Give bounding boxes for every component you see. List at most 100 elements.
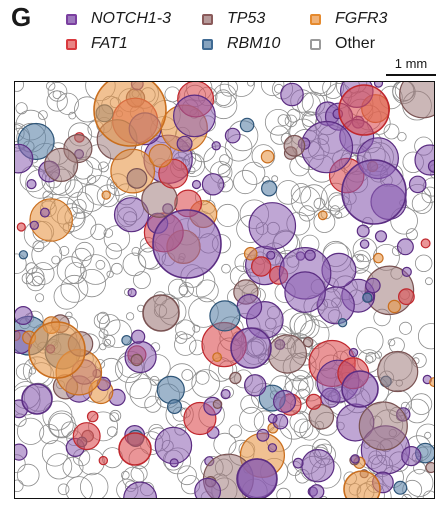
legend: NOTCH1-3 TP53 FGFR3 FAT1 RBM10 Other xyxy=(66,10,446,58)
clone-tp53 xyxy=(425,461,434,474)
clone-other xyxy=(56,256,85,285)
clone-other xyxy=(276,487,291,498)
clone-other xyxy=(98,161,109,173)
clone-other xyxy=(15,253,27,274)
clone-notch xyxy=(15,143,34,174)
clone-notch-large xyxy=(230,327,272,369)
clone-other xyxy=(59,245,70,256)
clone-notch xyxy=(267,443,278,453)
clone-other xyxy=(418,323,434,350)
legend-label-fgfr3: FGFR3 xyxy=(335,10,388,27)
clone-rbm10 xyxy=(239,117,255,133)
clone-notch xyxy=(248,202,297,250)
clone-other xyxy=(270,125,290,145)
clone-map-svg xyxy=(15,82,434,498)
clone-fgfr3 xyxy=(317,210,328,221)
clone-other xyxy=(320,496,328,498)
clone-other xyxy=(15,363,33,380)
clone-other xyxy=(65,311,73,319)
clone-other xyxy=(292,375,309,392)
clone-other xyxy=(64,179,84,198)
clone-other xyxy=(388,337,405,354)
legend-label-tp53: TP53 xyxy=(227,10,266,27)
clone-fat1 xyxy=(86,410,99,423)
clone-notch-large xyxy=(152,209,222,279)
clone-other xyxy=(290,183,312,204)
clone-notch xyxy=(401,446,422,467)
clone-other xyxy=(195,370,210,385)
clone-notch xyxy=(309,484,325,498)
clone-other xyxy=(191,369,221,398)
legend-label-fat1: FAT1 xyxy=(91,35,128,52)
clone-notch-large xyxy=(21,383,53,415)
clone-rbm10 xyxy=(337,317,348,328)
clone-other xyxy=(275,180,301,205)
clone-other xyxy=(192,324,201,333)
clone-fgfr3-large xyxy=(343,470,381,498)
clone-rbm10 xyxy=(362,292,373,303)
clone-other xyxy=(126,312,135,321)
clone-other xyxy=(107,426,118,438)
clone-notch xyxy=(348,347,359,358)
clone-tp53 xyxy=(399,82,434,119)
clone-notch xyxy=(224,127,241,144)
clone-notch xyxy=(29,220,39,230)
legend-item-rbm10: RBM10 xyxy=(202,35,280,53)
legend-label-notch: NOTCH1-3 xyxy=(91,10,172,27)
clone-notch xyxy=(236,293,263,320)
clone-fat1 xyxy=(72,422,101,451)
clone-notch xyxy=(123,481,158,498)
clone-other xyxy=(93,312,110,329)
clone-tp53 xyxy=(377,350,419,393)
clone-notch xyxy=(284,271,326,313)
clone-notch xyxy=(113,197,150,233)
clone-notch xyxy=(127,288,137,298)
clone-other xyxy=(95,259,106,270)
clone-other xyxy=(125,372,152,400)
clone-other xyxy=(32,240,45,253)
clone-notch-large xyxy=(341,370,379,408)
clone-other xyxy=(102,334,116,348)
clone-fgfr3 xyxy=(148,143,173,168)
clone-notch xyxy=(408,175,427,194)
clone-other xyxy=(26,271,46,292)
clone-other xyxy=(289,312,313,336)
clone-notch xyxy=(131,329,146,344)
clone-tp53 xyxy=(229,371,242,385)
clone-other xyxy=(64,262,87,285)
clone-other xyxy=(228,424,243,438)
clone-notch xyxy=(220,389,231,400)
clone-other xyxy=(65,476,93,498)
clone-other xyxy=(329,205,341,216)
clone-notch xyxy=(401,266,412,277)
clone-other xyxy=(47,82,68,102)
clone-other xyxy=(298,205,315,222)
clone-notch xyxy=(301,449,335,483)
clone-tp53 xyxy=(126,167,148,189)
clone-other xyxy=(177,465,197,486)
clone-other xyxy=(365,355,374,364)
clone-notch xyxy=(176,135,193,152)
clone-other xyxy=(109,412,120,423)
clone-other xyxy=(174,331,188,344)
clone-tp53 xyxy=(302,336,314,348)
legend-swatch-rbm10-icon xyxy=(202,38,213,50)
clone-other xyxy=(387,338,396,347)
clone-notch xyxy=(373,82,384,88)
clone-rbm10 xyxy=(121,334,132,346)
clone-tp53 xyxy=(358,401,408,451)
scale-bar-label: 1 mm xyxy=(394,56,428,71)
clone-other xyxy=(56,92,79,115)
legend-swatch-other-icon xyxy=(310,38,321,50)
clone-tp53 xyxy=(130,353,143,367)
clone-other xyxy=(133,271,151,290)
clone-other xyxy=(240,394,260,414)
clone-notch xyxy=(154,426,193,465)
clone-other xyxy=(405,469,434,497)
clone-fgfr3 xyxy=(212,352,223,363)
clone-other xyxy=(293,313,320,340)
clone-other xyxy=(41,440,69,467)
clone-other xyxy=(175,319,196,340)
clone-other xyxy=(60,274,89,303)
legend-item-tp53: TP53 xyxy=(202,10,265,28)
